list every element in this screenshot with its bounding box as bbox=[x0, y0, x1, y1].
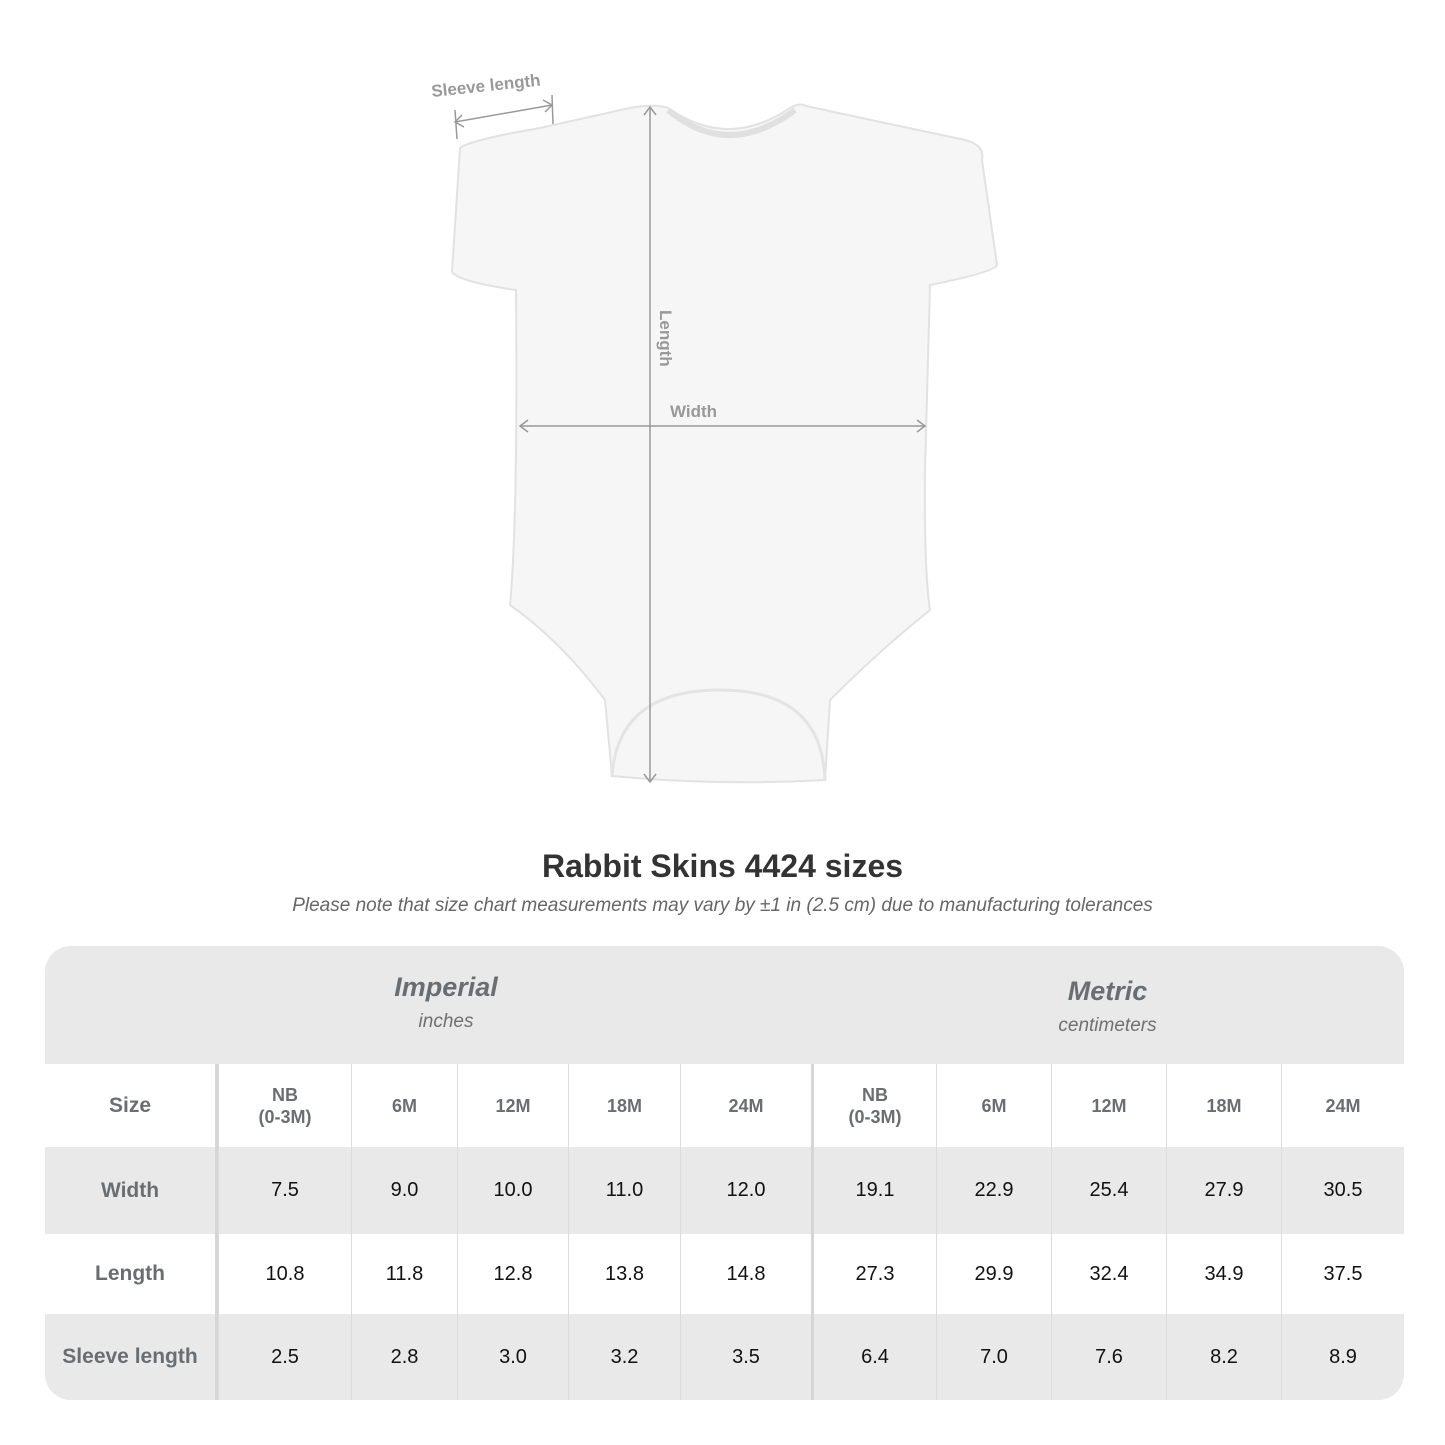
imperial-unit: inches bbox=[418, 1011, 474, 1032]
value-cell: 7.5 bbox=[218, 1147, 351, 1234]
neckline bbox=[666, 107, 797, 138]
size-header-row: Size NB (0-3M) 6M 12M 18M 24M NB (0-3M) 6M 12M 18… bbox=[45, 1064, 1404, 1147]
tolerance-note: Please note that size chart measurements… bbox=[292, 895, 1153, 916]
sleeve-measure-arrow bbox=[453, 94, 554, 140]
value-cell: 11.0 bbox=[568, 1147, 680, 1234]
value-cell: 2.8 bbox=[351, 1314, 457, 1400]
size-header-cell: NB (0-3M) bbox=[218, 1064, 351, 1147]
value-cell: 3.2 bbox=[568, 1314, 680, 1400]
metric-unit: centimeters bbox=[1058, 1015, 1157, 1036]
width-label: Width bbox=[670, 402, 717, 421]
onesie-silhouette bbox=[450, 103, 999, 784]
length-label: Length bbox=[656, 310, 675, 367]
sleeve-length-label: Sleeve length bbox=[430, 71, 541, 101]
size-header-cell: 18M bbox=[1166, 1064, 1281, 1147]
value-cell: 6.4 bbox=[811, 1314, 936, 1400]
value-cell: 3.5 bbox=[680, 1314, 811, 1400]
row-label: Sleeve length bbox=[45, 1314, 218, 1400]
value-cell: 34.9 bbox=[1166, 1234, 1281, 1314]
value-cell: 30.5 bbox=[1281, 1147, 1404, 1234]
value-cell: 7.6 bbox=[1051, 1314, 1166, 1400]
onesie-diagram: Sleeve length Length Width bbox=[430, 71, 999, 784]
value-cell: 8.2 bbox=[1166, 1314, 1281, 1400]
value-cell: 13.8 bbox=[568, 1234, 680, 1314]
value-cell: 7.0 bbox=[936, 1314, 1051, 1400]
size-header-cell: 24M bbox=[680, 1064, 811, 1147]
width-measure-arrow bbox=[518, 419, 927, 433]
value-cell: 29.9 bbox=[936, 1234, 1051, 1314]
value-cell: 2.5 bbox=[218, 1314, 351, 1400]
size-header-cell: 24M bbox=[1281, 1064, 1404, 1147]
value-cell: 37.5 bbox=[1281, 1234, 1404, 1314]
value-cell: 22.9 bbox=[936, 1147, 1051, 1234]
metric-title: Metric bbox=[1067, 976, 1148, 1006]
size-header-cell: NB (0-3M) bbox=[811, 1064, 936, 1147]
row-label: Width bbox=[45, 1147, 218, 1234]
value-cell: 32.4 bbox=[1051, 1234, 1166, 1314]
size-table: Imperial inches Metric centimeters Size N… bbox=[45, 946, 1404, 1400]
table-row: Sleeve length 2.5 2.8 3.0 3.2 3.5 6.4 7.0 7.6 8.2… bbox=[45, 1314, 1404, 1400]
chart-title: Rabbit Skins 4424 sizes bbox=[541, 848, 904, 884]
value-cell: 3.0 bbox=[457, 1314, 568, 1400]
value-cell: 10.8 bbox=[218, 1234, 351, 1314]
imperial-header: Imperial inches bbox=[218, 946, 674, 1064]
table-row: Length 10.8 11.8 12.8 13.8 14.8 27.3 29.9 32.4 34… bbox=[45, 1234, 1404, 1314]
value-cell: 12.0 bbox=[680, 1147, 811, 1234]
value-cell: 27.9 bbox=[1166, 1147, 1281, 1234]
value-cell: 11.8 bbox=[351, 1234, 457, 1314]
length-measure-arrow bbox=[643, 105, 657, 784]
value-cell: 27.3 bbox=[811, 1234, 936, 1314]
value-cell: 25.4 bbox=[1051, 1147, 1166, 1234]
size-header-cell: 12M bbox=[1051, 1064, 1166, 1147]
size-header-cell: 18M bbox=[568, 1064, 680, 1147]
row-label: Size bbox=[45, 1064, 218, 1147]
value-cell: 10.0 bbox=[457, 1147, 568, 1234]
size-header-cell: 6M bbox=[351, 1064, 457, 1147]
size-header-cell: 6M bbox=[936, 1064, 1051, 1147]
metric-header: Metric centimeters bbox=[811, 950, 1404, 1068]
size-header-cell: 12M bbox=[457, 1064, 568, 1147]
value-cell: 12.8 bbox=[457, 1234, 568, 1314]
value-cell: 9.0 bbox=[351, 1147, 457, 1234]
value-cell: 8.9 bbox=[1281, 1314, 1404, 1400]
row-label: Length bbox=[45, 1234, 218, 1314]
value-cell: 19.1 bbox=[811, 1147, 936, 1234]
imperial-title: Imperial bbox=[394, 972, 498, 1002]
value-cell: 14.8 bbox=[680, 1234, 811, 1314]
crotch-flap bbox=[610, 688, 827, 781]
table-row: Width 7.5 9.0 10.0 11.0 12.0 19.1 22.9 25.4 27.9 3… bbox=[45, 1147, 1404, 1234]
